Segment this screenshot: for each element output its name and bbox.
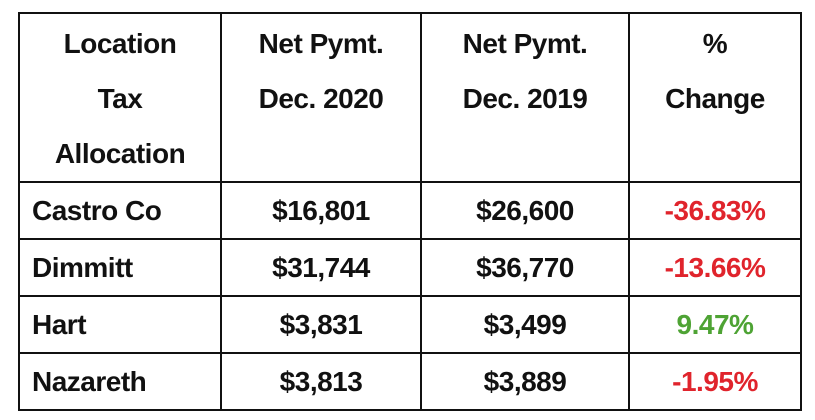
header-line: Dec. 2019 — [462, 83, 588, 114]
table-row: Castro Co $16,801 $26,600 -36.83% — [18, 181, 802, 240]
header-line: % — [702, 28, 728, 59]
payment-cell: $3,499 — [420, 295, 630, 354]
table-row: Nazareth $3,813 $3,889 -1.95% — [18, 352, 802, 411]
location-cell: Hart — [18, 295, 222, 354]
header-cell: Net Pymt. Dec. 2019 — [420, 12, 630, 183]
change-cell: -13.66% — [628, 238, 802, 297]
header-row: Location Tax Allocation Net Pymt. Dec. 2020 N… — [18, 12, 802, 183]
payment-cell: $26,600 — [420, 181, 630, 240]
location-cell: Nazareth — [18, 352, 222, 411]
table-header: Location Tax Allocation Net Pymt. Dec. 2020 N… — [18, 12, 802, 183]
location-cell: Castro Co — [18, 181, 222, 240]
payment-cell: $36,770 — [420, 238, 630, 297]
payment-cell: $31,744 — [220, 238, 422, 297]
header-line: Location — [63, 28, 177, 59]
header-line: Change — [665, 83, 765, 114]
header-cell: % Change — [628, 12, 802, 183]
header-line: Net Pymt. — [462, 28, 588, 59]
tax-table: Location Tax Allocation Net Pymt. Dec. 2020 N… — [18, 12, 802, 411]
payment-cell: $3,813 — [220, 352, 422, 411]
header-line: Allocation — [54, 138, 186, 169]
payment-cell: $3,889 — [420, 352, 630, 411]
header-line: Dec. 2020 — [258, 83, 384, 114]
table-row: Hart $3,831 $3,499 9.47% — [18, 295, 802, 354]
payment-cell: $16,801 — [220, 181, 422, 240]
location-cell: Dimmitt — [18, 238, 222, 297]
change-cell: 9.47% — [628, 295, 802, 354]
change-cell: -36.83% — [628, 181, 802, 240]
table-row: Dimmitt $31,744 $36,770 -13.66% — [18, 238, 802, 297]
header-line: Tax — [97, 83, 143, 114]
payment-cell: $3,831 — [220, 295, 422, 354]
table-body: Castro Co $16,801 $26,600 -36.83% Dimmitt $31… — [18, 181, 802, 411]
header-cell: Location Tax Allocation — [18, 12, 222, 183]
table-container: Location Tax Allocation Net Pymt. Dec. 2020 N… — [18, 12, 802, 411]
change-cell: -1.95% — [628, 352, 802, 411]
header-line: Net Pymt. — [258, 28, 384, 59]
header-cell: Net Pymt. Dec. 2020 — [220, 12, 422, 183]
